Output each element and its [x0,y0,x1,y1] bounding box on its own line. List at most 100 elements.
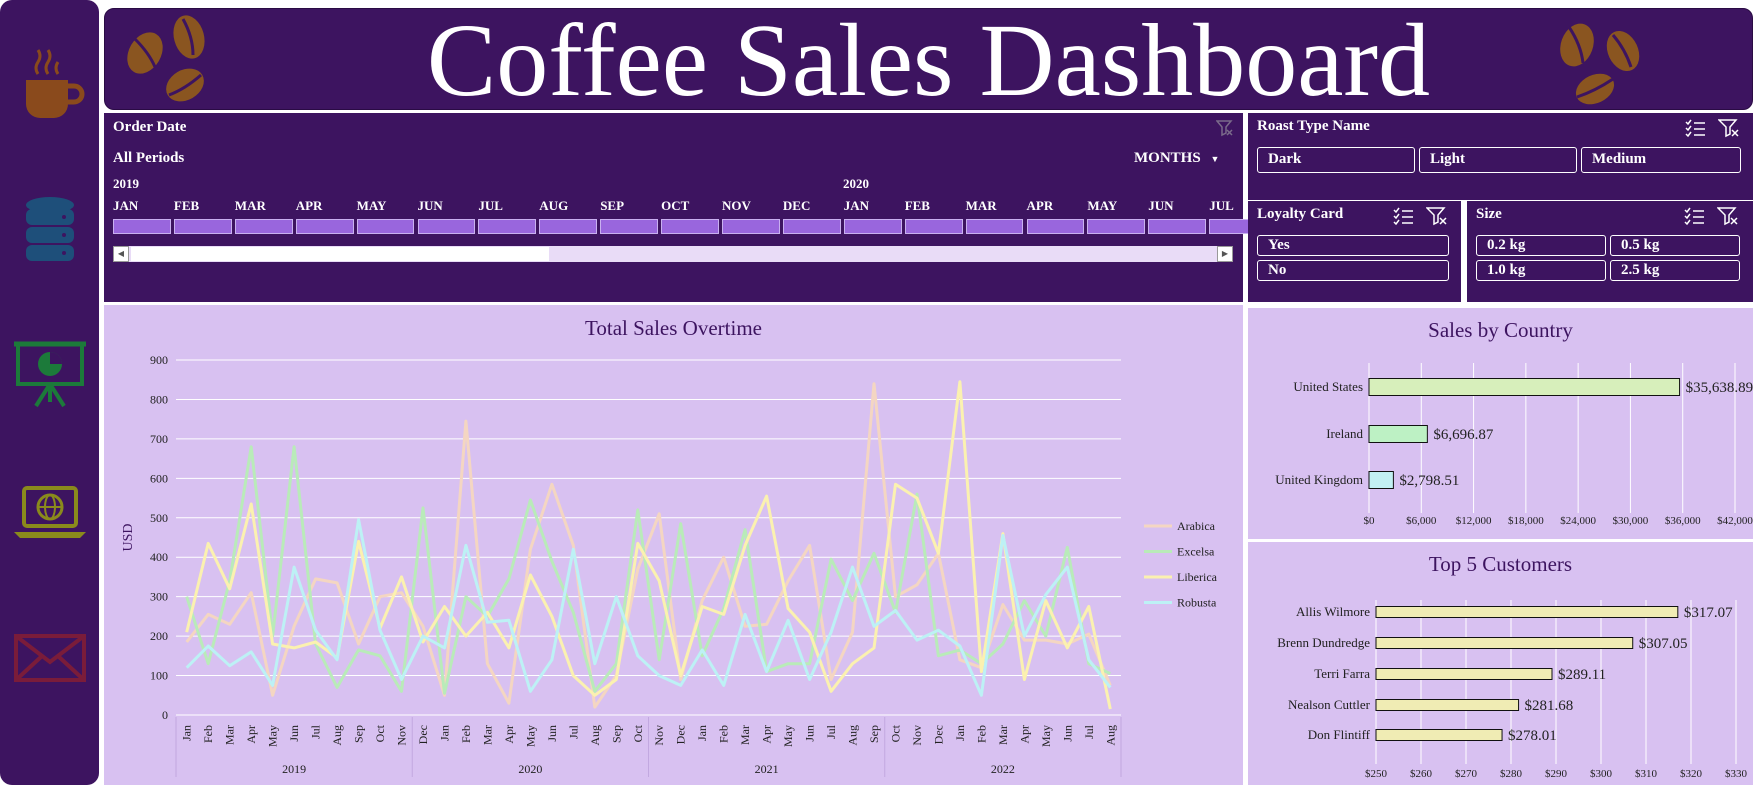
timeline-month-cell[interactable] [843,219,902,234]
legend-label: Arabica [1177,519,1216,533]
x-tick-label: Oct [888,724,902,742]
timeline-month-cell[interactable] [661,219,719,234]
roast-option-medium[interactable]: Medium [1581,147,1741,173]
y-tick-label: 600 [150,471,168,485]
x-tick-label: Mar [223,725,237,745]
y-tick-label: 0 [162,708,168,722]
timeline-month-cell[interactable] [1148,219,1207,234]
x-tick-label: $12,000 [1456,515,1492,527]
database-icon[interactable] [10,193,90,273]
timeline-month-label: MAR [234,198,266,213]
loyalty-card-slicer: Loyalty Card Yes No [1248,201,1461,302]
x-tick-label: Mar [480,725,494,745]
top-customers-panel: Top 5 Customers $250 $260 $270 $280 $290 $300… [1248,542,1753,785]
coffee-cup-icon[interactable] [10,48,90,128]
x-tick-label: Aug [330,725,344,746]
coffee-beans-icon [127,15,205,102]
size-slicer: Size 0.2 kg 0.5 kg 1.0 kg 2.5 kg [1467,201,1753,302]
clear-filter-icon[interactable] [1718,118,1740,138]
loyalty-option-no[interactable]: No [1257,260,1449,281]
x-tick-label: $24,000 [1560,515,1596,527]
timeline-month-cell[interactable] [113,219,171,234]
x-tick-label: $250 [1365,768,1388,780]
x-tick-label: May [781,725,795,747]
x-tick-label: Sep [352,725,366,743]
envelope-icon[interactable] [10,618,90,698]
timeline-month-cell[interactable] [722,219,780,234]
multi-select-icon[interactable] [1392,206,1414,226]
timeline-month-cell[interactable] [295,219,354,234]
x-tick-label: Apr [1017,725,1031,744]
x-tick-label: Dec [416,725,430,744]
timeline-month-cell[interactable] [1087,219,1146,234]
timeline-month-label: DEC [782,198,811,213]
timeline-month-cell[interactable] [600,219,659,234]
timeline-month-cell[interactable] [173,219,232,234]
x-tick-label: Aug [1103,725,1117,746]
size-option-1-0kg[interactable]: 1.0 kg [1476,260,1606,281]
x-tick-label: $6,000 [1406,515,1437,527]
timeline-month-label: NOV [722,198,751,213]
clear-filter-icon[interactable] [1717,206,1739,226]
clear-filter-icon[interactable] [1216,119,1234,137]
order-date-timeline: Order Date All Periods MONTHS ▼ 2019 202… [104,113,1268,302]
timeline-year-label: 2020 [843,176,869,191]
x-tick-label: $330 [1725,768,1748,780]
timeline-month-cell[interactable] [417,219,476,234]
timeline-scroll-thumb[interactable] [131,247,549,261]
year-label: 2020 [518,762,542,776]
timeline-month-cell[interactable] [965,219,1024,234]
size-option-2-5kg[interactable]: 2.5 kg [1610,260,1740,281]
chart-title: Top 5 Customers [1428,552,1573,576]
multi-select-icon[interactable] [1684,118,1706,138]
data-label: $35,638.89 [1686,380,1753,396]
timeline-level-dropdown[interactable]: MONTHS ▼ [1134,150,1219,167]
series-line-robusta [185,518,1112,697]
x-tick-label: Apr [760,725,774,744]
timeline-month-cell[interactable] [356,219,415,234]
category-label: Don Flintiff [1308,727,1371,742]
x-tick-label: Nov [395,725,409,746]
category-label: United States [1293,379,1363,394]
x-tick-label: $310 [1635,768,1658,780]
timeline-month-cell[interactable] [478,219,537,234]
y-tick-label: 300 [150,590,168,604]
y-tick-label: 200 [150,629,168,643]
size-option-0-5kg[interactable]: 0.5 kg [1610,235,1740,256]
multi-select-icon[interactable] [1683,206,1705,226]
timeline-month-label: SEP [600,198,625,213]
timeline-month-label: FEB [173,198,200,213]
laptop-globe-icon[interactable] [10,478,90,558]
loyalty-option-yes[interactable]: Yes [1257,235,1449,256]
roast-option-light[interactable]: Light [1419,147,1577,173]
clear-filter-icon[interactable] [1426,206,1448,226]
timeline-month-cell[interactable] [1026,219,1085,234]
x-tick-label: May [523,725,537,747]
timeline-month-cell[interactable] [539,219,598,234]
timeline-period-label: All Periods [113,150,185,166]
bar [1375,668,1553,680]
data-label: $281.68 [1525,698,1574,714]
presentation-chart-icon[interactable] [10,332,90,412]
size-option-0-2kg[interactable]: 0.2 kg [1476,235,1606,256]
scroll-right-icon[interactable]: ▶ [1217,246,1233,262]
timeline-month-cell[interactable] [904,219,963,234]
total-sales-chart-panel: Total Sales Overtime 0 100 200 300 400 500 600… [104,305,1243,785]
timeline-month-cell[interactable] [234,219,293,234]
chart-title: Total Sales Overtime [585,316,762,340]
category-label: Ireland [1326,426,1363,441]
x-tick-label: Oct [631,724,645,742]
scroll-left-icon[interactable]: ◀ [113,246,129,262]
timeline-scrollbar[interactable]: ◀ ▶ [113,246,1233,262]
x-tick-label: Sep [867,725,881,743]
timeline-month-label: JUL [478,198,503,213]
category-label: Allis Wilmore [1296,604,1370,619]
roast-option-dark[interactable]: Dark [1257,147,1415,173]
x-tick-label: Feb [201,725,215,743]
x-tick-label: May [266,725,280,747]
x-tick-label: $18,000 [1508,515,1544,527]
x-tick-label: Jun [803,725,817,742]
data-label: $289.11 [1558,667,1606,683]
timeline-month-cell[interactable] [782,219,841,234]
legend-label: Robusta [1177,596,1217,610]
